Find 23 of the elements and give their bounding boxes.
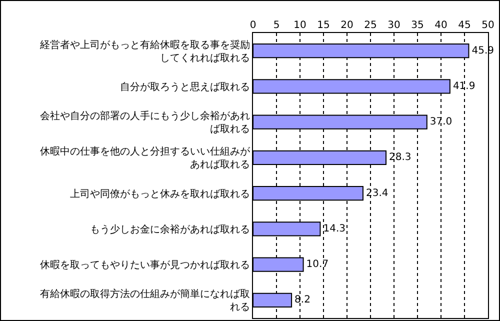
x-tick-label: 30 bbox=[388, 20, 400, 31]
x-tick-label: 0 bbox=[250, 20, 256, 31]
x-tick-label: 5 bbox=[273, 20, 280, 31]
x-tick-label: 45 bbox=[458, 20, 471, 31]
data-label: 10.7 bbox=[306, 259, 329, 270]
y-tick-label: 経営者や上司がもっと有給休暇を取る事を奨励してくれれば取れる bbox=[39, 38, 250, 64]
y-tick-label: 会社や自分の部署の人手にもう少し余裕があれば取れる bbox=[40, 110, 250, 136]
data-label: 41.9 bbox=[452, 80, 476, 92]
x-tick-label: 25 bbox=[364, 20, 377, 31]
y-tick-label: 自分が取ろうと思えば取れる bbox=[120, 80, 250, 93]
data-label: 14.3 bbox=[323, 223, 346, 234]
x-tick-label: 10 bbox=[294, 20, 306, 31]
x-tick-label: 20 bbox=[340, 20, 354, 31]
y-tick-label: もう少しお金に余裕があれば取れる bbox=[90, 223, 250, 236]
y-tick-label: 休暇を取ってもやりたい事が見つかれば取れる bbox=[40, 259, 250, 272]
y-tick-label: 上司や同僚がもっと休みを取れば取れる bbox=[70, 188, 250, 200]
x-tick-label: 35 bbox=[411, 20, 424, 31]
y-tick-label: 休暇中の仕事を他の人と分担するいい仕組みがあれば取れる bbox=[40, 146, 251, 171]
y-tick-label: 有給休暇の取得方法の仕組みが簡単になれば取れる bbox=[40, 288, 250, 314]
x-tick-label: 50 bbox=[482, 20, 494, 31]
x-tick-label: 40 bbox=[434, 20, 448, 31]
x-tick-label: 15 bbox=[317, 20, 330, 31]
data-label: 8.2 bbox=[294, 294, 310, 306]
